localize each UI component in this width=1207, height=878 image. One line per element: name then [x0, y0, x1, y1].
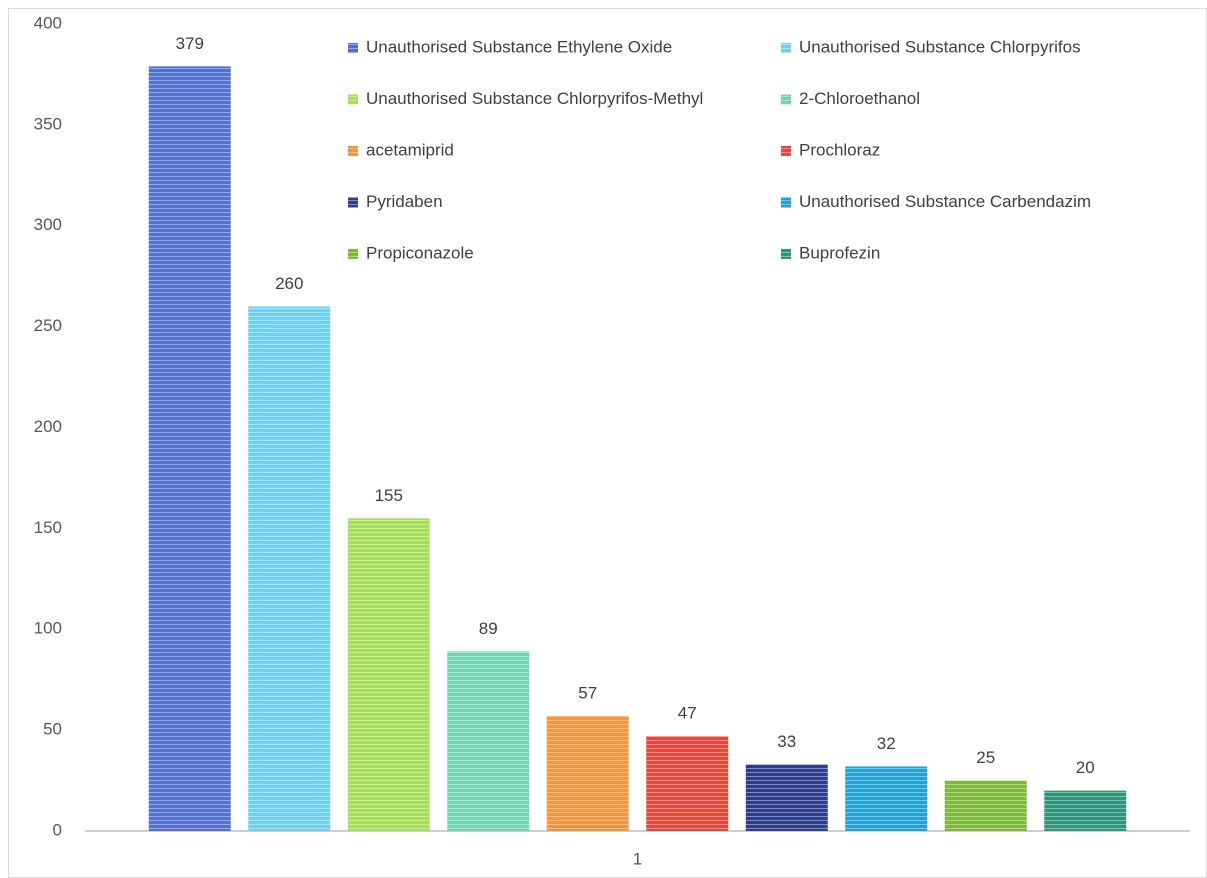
legend-swatch — [781, 94, 791, 105]
bar — [347, 518, 430, 831]
legend-swatch — [348, 249, 358, 259]
legend-swatch — [781, 146, 791, 156]
y-tick-label: 100 — [34, 619, 62, 638]
bar — [546, 716, 629, 831]
legend-label: Unauthorised Substance Chlorpyrifos-Meth… — [366, 89, 703, 108]
bar — [944, 780, 1027, 831]
data-label: 32 — [877, 734, 896, 753]
bar — [447, 651, 530, 831]
legend-label: Pyridaben — [366, 192, 443, 211]
y-tick-label: 200 — [34, 417, 62, 436]
legend-label: acetamiprid — [366, 140, 454, 159]
legend-swatch — [348, 94, 358, 105]
legend-swatch — [348, 197, 358, 208]
data-label: 47 — [678, 704, 697, 723]
legend-swatch — [781, 197, 791, 208]
legend-label: Unauthorised Substance Ethylene Oxide — [366, 37, 672, 56]
data-label: 155 — [375, 486, 403, 505]
data-label: 260 — [275, 274, 303, 293]
y-tick-label: 50 — [43, 720, 62, 739]
legend-label: Buprofezin — [799, 243, 880, 262]
legend-label: Propiconazole — [366, 243, 474, 262]
y-tick-label: 150 — [34, 518, 62, 537]
y-tick-label: 350 — [34, 114, 62, 133]
bar — [1044, 790, 1127, 831]
y-tick-label: 400 — [34, 13, 62, 32]
bar — [646, 736, 729, 831]
data-label: 89 — [479, 619, 498, 638]
legend-label: Prochloraz — [799, 140, 880, 159]
data-label: 33 — [777, 732, 796, 751]
y-tick-label: 0 — [53, 820, 62, 839]
data-label: 20 — [1076, 758, 1095, 777]
legend-label: Unauthorised Substance Chlorpyrifos — [799, 37, 1081, 56]
legend-swatch — [781, 249, 791, 259]
legend-swatch — [348, 146, 358, 156]
legend-label: 2-Chloroethanol — [799, 89, 920, 108]
legend-label: Unauthorised Substance Carbendazim — [799, 192, 1091, 211]
legend-swatch — [781, 43, 791, 53]
x-tick-label: 1 — [633, 849, 642, 868]
y-tick-label: 300 — [34, 215, 62, 234]
bar — [745, 764, 828, 831]
data-label: 57 — [578, 683, 597, 702]
data-label: 379 — [176, 34, 204, 53]
data-label: 25 — [976, 748, 995, 767]
bar — [248, 306, 331, 831]
bar — [845, 766, 928, 831]
y-tick-label: 250 — [34, 316, 62, 335]
bar — [148, 66, 231, 832]
legend-swatch — [348, 43, 358, 53]
